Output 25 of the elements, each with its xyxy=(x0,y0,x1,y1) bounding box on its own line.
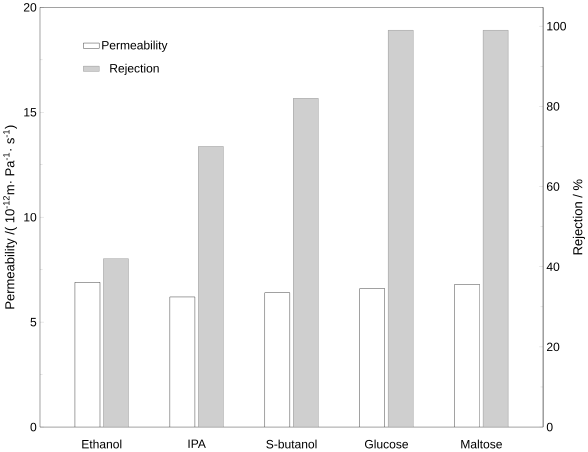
y-axis-title: Permeability /( 10$^{-12}$m· Pa$^{-1}$· s$^{-1}$) xyxy=(3,126,17,309)
y2-tick-label: 20 xyxy=(546,342,560,352)
bar xyxy=(198,146,224,428)
y2-tick-label: 60 xyxy=(546,182,560,192)
y2-tick-label: 0 xyxy=(546,423,553,432)
legend-label: Permeability xyxy=(102,40,168,52)
y2-tick-label: 100 xyxy=(547,22,566,31)
y-tick-label: 5 xyxy=(30,318,36,327)
y2-axis-title: Rejection / % xyxy=(572,180,585,255)
legend-label: Rejection xyxy=(110,64,159,76)
x-tick-label: IPA xyxy=(188,440,206,448)
bar xyxy=(482,30,508,428)
bar xyxy=(103,258,129,428)
bar xyxy=(293,98,318,428)
x-tick-label: Glucose xyxy=(364,440,408,449)
x-tick-label: Maltose xyxy=(461,440,502,449)
x-tick-label: S-butanol xyxy=(266,440,317,449)
y-tick-label: 0 xyxy=(30,423,36,432)
y-tick-label: 10 xyxy=(24,213,36,222)
x-tick-label: Ethanol xyxy=(82,440,122,449)
y2-tick-label: 40 xyxy=(546,262,560,272)
bar xyxy=(388,30,414,428)
y2-tick-label: 80 xyxy=(546,102,560,111)
y-tick-label: 20 xyxy=(24,3,36,12)
y-tick-label: 15 xyxy=(24,108,36,117)
